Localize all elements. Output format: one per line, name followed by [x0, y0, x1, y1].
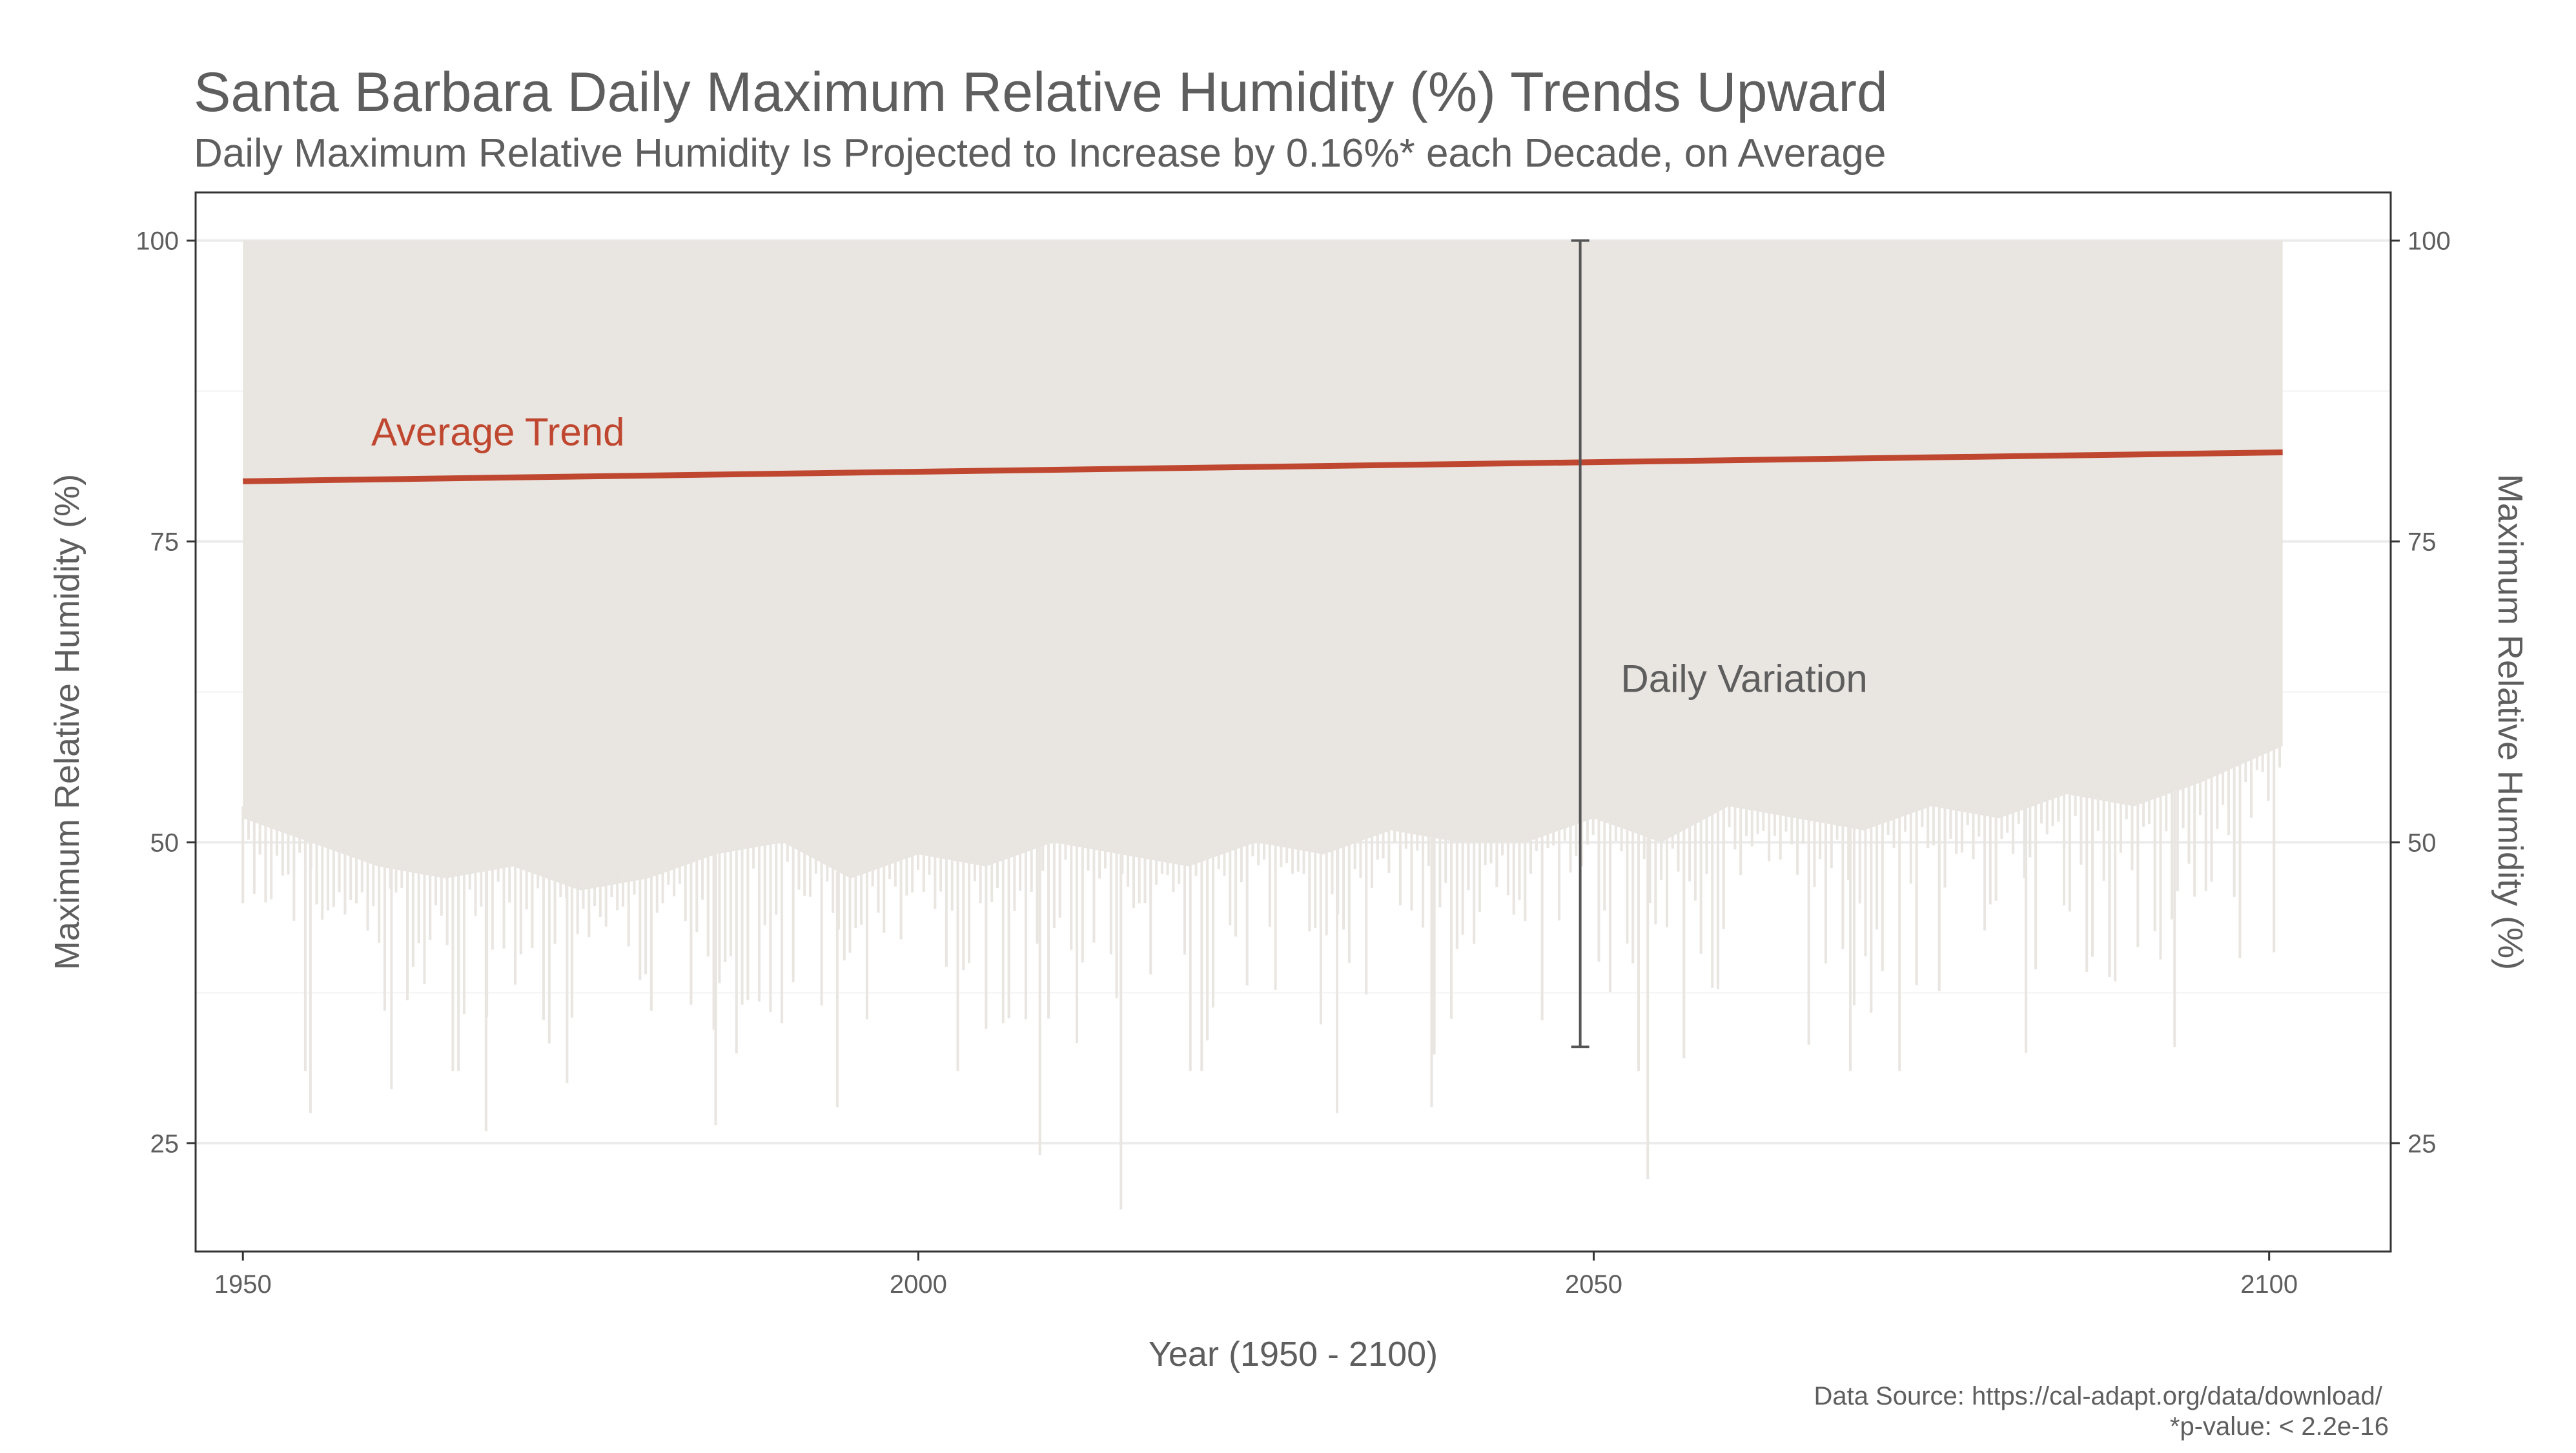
x-tick-label: 1950	[214, 1270, 272, 1299]
annotation-average-trend: Average Trend	[371, 410, 625, 453]
plot-border	[194, 191, 2392, 1253]
y-secondary-tick-label: 50	[2407, 829, 2437, 857]
chart-subtitle: Daily Maximum Relative Humidity Is Proje…	[194, 131, 1886, 176]
caption-data-source: Data Source: https://cal-adapt.org/data/…	[1814, 1382, 2382, 1410]
y-secondary-tick-label: 100	[2407, 227, 2451, 256]
y-axis-ticks: 25 50 75 100	[136, 227, 196, 1158]
x-axis-ticks: 1950 2000 2050 2100	[214, 1252, 2298, 1299]
x-tick-label: 2000	[890, 1270, 947, 1299]
y-tick-label: 25	[150, 1129, 179, 1158]
y-axis-secondary-ticks: 25 50 75 100	[2391, 227, 2451, 1158]
y-secondary-tick-label: 25	[2407, 1129, 2437, 1158]
y-axis-title: Maximum Relative Humidity (%)	[48, 474, 87, 970]
annotation-daily-variation: Daily Variation	[1620, 657, 1867, 700]
y-secondary-tick-label: 75	[2407, 528, 2437, 556]
chart-title: Santa Barbara Daily Maximum Relative Hum…	[194, 61, 1888, 123]
trend-layer	[243, 449, 2283, 484]
x-tick-label: 2050	[1565, 1270, 1622, 1299]
daily-variation-band	[241, 240, 2283, 1210]
trend-line	[243, 449, 2283, 484]
caption-p-value: *p-value: < 2.2e-16	[2170, 1412, 2389, 1441]
y-tick-label: 50	[150, 829, 179, 857]
y-tick-label: 75	[150, 528, 179, 556]
range-marker	[1571, 239, 1590, 1049]
y-axis-secondary-title: Maximum Relative Humidity (%)	[2491, 474, 2530, 970]
y-tick-label: 100	[136, 227, 179, 256]
x-axis-title: Year (1950 - 2100)	[1149, 1335, 1438, 1374]
daily-range-area	[243, 240, 2283, 891]
x-tick-label: 2100	[2240, 1270, 2298, 1299]
